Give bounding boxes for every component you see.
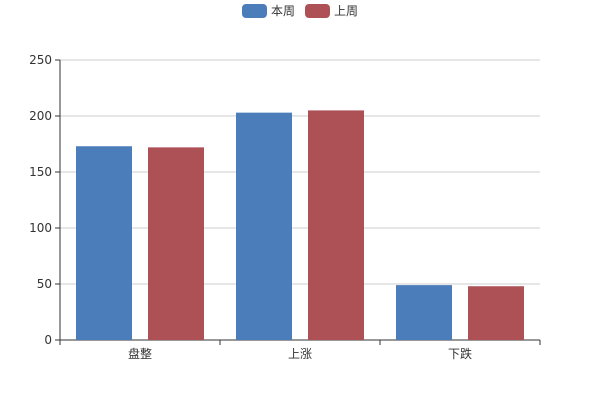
chart-legend: 本周 上周 <box>0 2 600 19</box>
y-tick-label: 250 <box>29 53 52 67</box>
y-tick-label: 50 <box>37 277 52 291</box>
legend-swatch-series-1 <box>305 3 330 18</box>
y-tick-label: 0 <box>44 333 52 347</box>
y-tick-label: 150 <box>29 165 52 179</box>
legend-label-series-1: 上周 <box>334 4 359 18</box>
legend-swatch-series-0 <box>241 3 267 18</box>
y-tick-label: 200 <box>29 109 52 123</box>
x-tick-label: 上涨 <box>288 346 312 361</box>
bar-1-2[interactable] <box>468 286 524 340</box>
legend-item-series-1[interactable]: 上周 <box>305 2 358 19</box>
x-tick-label: 盘整 <box>128 346 152 361</box>
bar-0-1[interactable] <box>236 112 292 340</box>
bar-1-0[interactable] <box>148 147 204 340</box>
bar-1-1[interactable] <box>308 110 364 341</box>
legend-item-series-0[interactable]: 本周 <box>241 2 295 19</box>
bar-0-2[interactable] <box>396 285 452 340</box>
bar-0-0[interactable] <box>76 146 132 340</box>
y-tick-label: 100 <box>29 221 52 235</box>
x-tick-label: 下跌 <box>448 346 472 361</box>
legend-label-series-0: 本周 <box>270 4 295 18</box>
